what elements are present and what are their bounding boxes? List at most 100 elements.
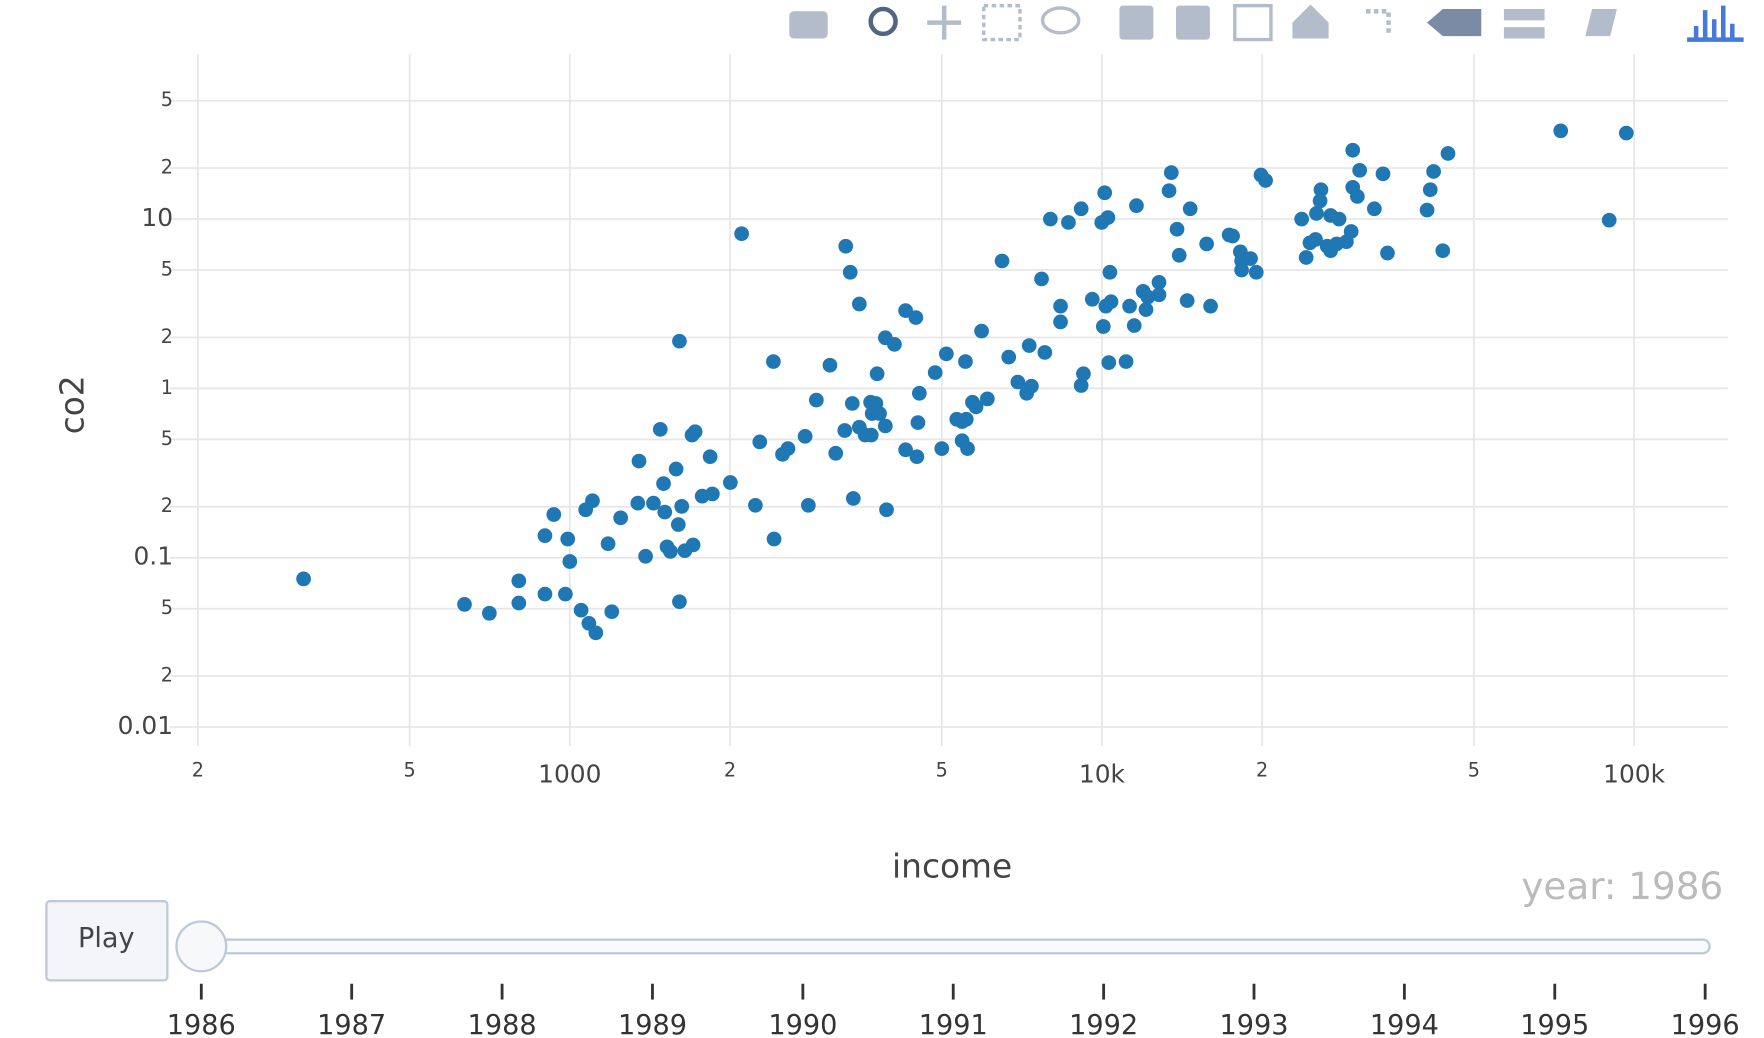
x-tick-label: 100k bbox=[1603, 760, 1665, 789]
point bbox=[560, 531, 576, 547]
slider-step-label: 1991 bbox=[919, 1010, 988, 1038]
point bbox=[652, 421, 668, 437]
point bbox=[1101, 355, 1117, 370]
x-tick-label: 2 bbox=[1256, 759, 1268, 782]
point bbox=[1313, 182, 1329, 198]
point bbox=[898, 303, 913, 318]
point bbox=[674, 499, 690, 514]
point bbox=[1073, 201, 1089, 217]
y-tick-label: 5 bbox=[161, 88, 173, 111]
point bbox=[1076, 366, 1091, 382]
point bbox=[909, 449, 925, 465]
point bbox=[1294, 211, 1310, 227]
point bbox=[1161, 183, 1177, 199]
point bbox=[1053, 314, 1068, 330]
point bbox=[1258, 173, 1273, 188]
point bbox=[600, 536, 616, 552]
point bbox=[968, 399, 984, 415]
point bbox=[573, 602, 589, 618]
point bbox=[845, 491, 861, 506]
point bbox=[800, 497, 816, 513]
point bbox=[511, 595, 527, 611]
point bbox=[558, 586, 573, 602]
point bbox=[630, 495, 646, 511]
point bbox=[656, 476, 671, 491]
point bbox=[869, 366, 885, 382]
plotly-logo[interactable] bbox=[1687, 5, 1744, 42]
point bbox=[588, 625, 604, 641]
slider-step-label: 1987 bbox=[317, 1010, 386, 1038]
point bbox=[631, 453, 647, 469]
point bbox=[1366, 201, 1382, 217]
point bbox=[1248, 264, 1264, 280]
point bbox=[1243, 251, 1258, 266]
point bbox=[1435, 243, 1451, 259]
x-tick-label: 10k bbox=[1079, 760, 1126, 789]
hover-closest-icon[interactable] bbox=[1427, 9, 1482, 37]
autoscale-icon[interactable] bbox=[1233, 3, 1273, 42]
point bbox=[613, 510, 628, 526]
slider-step-label: 1994 bbox=[1370, 1010, 1439, 1038]
point bbox=[537, 586, 553, 602]
point bbox=[960, 441, 975, 456]
spike-icon[interactable] bbox=[1365, 9, 1391, 34]
point bbox=[1102, 264, 1118, 280]
point bbox=[705, 486, 720, 502]
point bbox=[687, 424, 703, 440]
zoom-in-icon[interactable] bbox=[1119, 5, 1154, 40]
pan-icon[interactable] bbox=[927, 5, 962, 40]
y-tick-label: 10 bbox=[141, 203, 173, 232]
point bbox=[1097, 185, 1113, 201]
point bbox=[908, 310, 924, 325]
play-button[interactable] bbox=[45, 900, 169, 982]
point bbox=[1053, 298, 1068, 314]
point bbox=[780, 441, 796, 456]
slider-step-label: 1996 bbox=[1671, 1010, 1740, 1038]
point bbox=[1309, 206, 1324, 221]
point bbox=[822, 357, 838, 373]
point bbox=[1084, 291, 1100, 307]
slider-step-label: 1989 bbox=[618, 1010, 687, 1038]
point bbox=[851, 296, 867, 312]
point bbox=[838, 238, 854, 254]
point bbox=[657, 504, 673, 520]
point bbox=[748, 497, 763, 513]
x-tick-label: 2 bbox=[724, 759, 736, 782]
point bbox=[1375, 166, 1391, 182]
slider-handle[interactable] bbox=[175, 920, 228, 973]
point bbox=[1440, 146, 1456, 161]
point bbox=[1151, 274, 1167, 290]
y-axis-title: co2 bbox=[54, 375, 92, 434]
point bbox=[1553, 123, 1569, 139]
slider-track[interactable] bbox=[200, 938, 1711, 955]
point bbox=[734, 226, 749, 242]
point bbox=[809, 392, 824, 408]
point bbox=[585, 493, 600, 509]
box-select-icon[interactable] bbox=[982, 3, 1022, 42]
point bbox=[1331, 211, 1347, 227]
slider-step-label: 1986 bbox=[167, 1010, 236, 1038]
zoom-icon[interactable] bbox=[868, 6, 898, 37]
zoom-out-icon[interactable] bbox=[1175, 5, 1210, 40]
play-button-label[interactable]: Play bbox=[78, 923, 135, 954]
point bbox=[766, 354, 781, 369]
point bbox=[1073, 378, 1089, 393]
hover-compare-icon[interactable] bbox=[1503, 9, 1545, 39]
lasso-icon[interactable] bbox=[1040, 6, 1081, 35]
point bbox=[927, 365, 943, 380]
point bbox=[1343, 224, 1359, 239]
point bbox=[1203, 298, 1218, 314]
point bbox=[1163, 165, 1179, 180]
slider-step-label: 1992 bbox=[1069, 1010, 1138, 1038]
edit-icon[interactable] bbox=[1585, 9, 1617, 37]
point bbox=[1234, 262, 1249, 278]
slider-step-label: 1988 bbox=[468, 1010, 537, 1038]
slider-current-value: year: 1986 bbox=[1521, 864, 1723, 908]
camera-icon[interactable] bbox=[789, 11, 828, 39]
point bbox=[1151, 287, 1167, 303]
point bbox=[1118, 354, 1134, 369]
point bbox=[1225, 228, 1240, 244]
reset-icon[interactable] bbox=[1292, 4, 1329, 39]
point bbox=[766, 531, 782, 547]
